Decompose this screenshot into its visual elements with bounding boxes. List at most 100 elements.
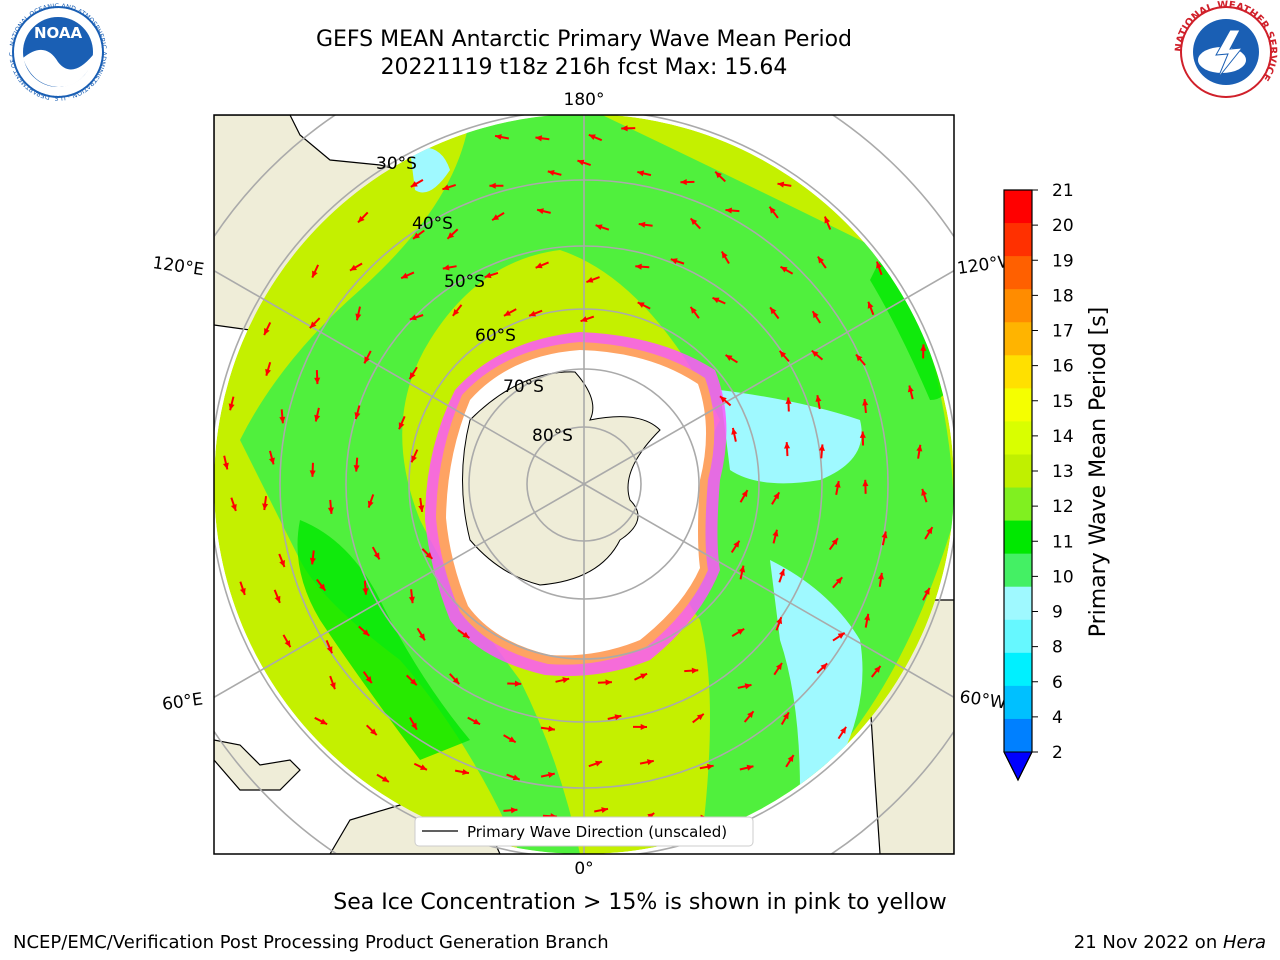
colorbar-tick-label: 13 <box>1052 462 1074 482</box>
wave-arrow-head <box>859 431 866 438</box>
wave-arrow-head <box>309 557 316 565</box>
wave-arrow-head <box>782 712 789 720</box>
wave-arrow-head <box>279 416 286 424</box>
wave-arrow-head <box>719 396 727 403</box>
colorbar-tick-label: 15 <box>1052 392 1074 412</box>
colorbar-swatch <box>1004 520 1032 555</box>
legend-label: Primary Wave Direction (unscaled) <box>467 823 727 841</box>
wave-arrow-head <box>580 316 588 322</box>
wave-arrow-head <box>314 377 321 385</box>
wave-arrow-head <box>442 184 450 191</box>
lat-label-80s: 80°S <box>532 426 573 446</box>
wave-arrow-head <box>811 350 819 357</box>
colorbar-swatch <box>1004 322 1032 356</box>
colorbar-tick-label: 20 <box>1052 216 1074 236</box>
wave-arrow-head <box>548 725 555 732</box>
wave-arrow-head <box>640 673 648 680</box>
wave-arrow-head <box>731 427 738 435</box>
wave-arrow-head <box>818 444 825 451</box>
wave-arrow-head <box>712 297 720 304</box>
colorbar-swatch <box>1004 487 1032 522</box>
wave-arrow-head <box>529 310 537 317</box>
graticule <box>214 115 954 854</box>
wave-arrow-head <box>691 667 699 674</box>
colorbar-tick-label: 14 <box>1052 427 1074 447</box>
wave-arrow-head <box>770 307 777 315</box>
colorbar-tick-label: 9 <box>1052 603 1063 623</box>
lon-label-180: 180° <box>564 90 605 110</box>
wave-arrow-head <box>367 500 374 508</box>
figure-subtitle: 20221119 t18z 216h fcst Max: 15.64 <box>380 55 788 80</box>
wave-arrow-head <box>410 181 418 187</box>
wave-arrow-head <box>881 531 888 539</box>
wave-arrow-head <box>746 764 754 771</box>
wave-arrow-head <box>452 309 460 316</box>
colorbar-tick-label: 17 <box>1052 322 1074 342</box>
lon-label-60e: 60°E <box>161 689 204 714</box>
wave-arrow-head <box>920 344 927 351</box>
colorbar-tick-label: 19 <box>1052 251 1074 271</box>
wave-arrow-head <box>319 583 326 591</box>
wave-arrow-head <box>401 272 409 279</box>
wave-arrow-head <box>739 565 746 573</box>
wave-arrow-head <box>547 170 555 176</box>
wave-arrow-head <box>775 663 782 670</box>
wave-arrow-head <box>349 264 357 271</box>
wave-arrow-head <box>647 813 655 820</box>
colorbar-swatch <box>1004 454 1032 489</box>
wave-arrow-head <box>772 529 779 537</box>
wave-arrow-head <box>876 261 882 269</box>
wave-arrow-head <box>562 677 570 684</box>
wave-arrow-head <box>831 538 838 546</box>
wave-arrow-head <box>398 422 405 430</box>
wave-arrow-head <box>815 395 822 402</box>
wave-arrow-head <box>680 178 687 186</box>
wave-arrow-head <box>926 527 933 535</box>
wave-arrow-head <box>413 232 420 239</box>
wave-arrow-head <box>381 776 389 782</box>
wave-arrow-head <box>605 679 612 686</box>
colorbar-swatch <box>1004 685 1032 720</box>
colorbar-label: Primary Wave Mean Period [s] <box>1086 307 1111 638</box>
wave-arrow-head <box>326 646 333 654</box>
wave-arrow-head <box>489 182 496 189</box>
wave-arrow-head <box>601 807 608 814</box>
wave-arrow-head <box>784 442 791 449</box>
wave-arrow-head <box>268 457 275 465</box>
wave-arrow-head <box>262 503 269 510</box>
colorbar-swatch <box>1004 355 1032 389</box>
wave-arrow-head <box>787 755 794 763</box>
figure-title: GEFS MEAN Antarctic Primary Wave Mean Pe… <box>315 27 853 52</box>
wave-arrow-head <box>408 596 415 604</box>
wave-arrow-head <box>411 722 417 730</box>
wave-arrow-head <box>864 613 871 621</box>
wave-arrow-head <box>867 301 874 309</box>
wave-arrow-head <box>222 462 229 470</box>
wave-arrow-head <box>779 350 787 358</box>
wave-arrow-head <box>230 504 237 511</box>
lat-label-60s: 60°S <box>475 326 516 346</box>
wave-arrow-head <box>856 354 863 362</box>
lon-label-120e: 120°E <box>151 253 205 280</box>
colorbar-swatch <box>1004 619 1032 654</box>
wave-arrow-head <box>358 215 365 223</box>
wave-arrow-head <box>690 218 698 226</box>
wave-arrow-head <box>279 560 285 567</box>
wave-arrow-head <box>419 764 427 770</box>
wave-arrow-head <box>785 397 792 404</box>
wave-arrow-head <box>309 470 316 477</box>
colorbar-swatch <box>1004 388 1032 422</box>
wave-arrow-head <box>373 552 380 560</box>
wave-arrow-head <box>737 628 745 635</box>
wave-arrow-head <box>638 221 646 228</box>
colorbar-swatch <box>1004 421 1032 455</box>
wave-arrow-head <box>614 714 622 721</box>
colorbar-tick-label: 6 <box>1052 673 1063 693</box>
map-frame <box>213 114 955 855</box>
wave-arrow-head <box>228 403 235 411</box>
wave-arrow-head <box>462 631 470 638</box>
colorbar-swatch <box>1004 586 1032 621</box>
colorbar-swatch <box>1004 256 1032 290</box>
wave-arrow-head <box>862 399 869 406</box>
wave-arrow-head <box>320 718 328 725</box>
